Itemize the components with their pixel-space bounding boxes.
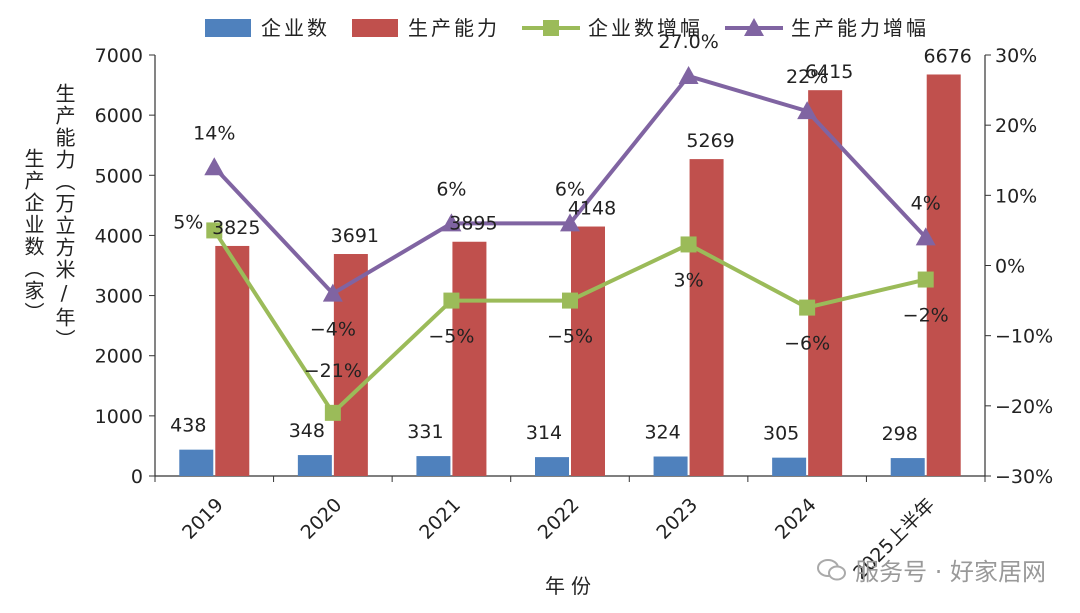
bar-enterprise-count: [416, 456, 451, 476]
x-tick-label: 2024: [771, 494, 821, 544]
legend-swatch: [205, 19, 251, 37]
y-right-tick-label: 10%: [995, 185, 1037, 207]
legend-label: 企业数: [261, 16, 330, 40]
marker-capacity-growth: [322, 283, 343, 302]
data-label-enterprise-count: 305: [763, 423, 799, 445]
data-label-capacity-growth: 27.0%: [658, 31, 718, 53]
bar-enterprise-count: [179, 449, 214, 476]
y-left-tick-label: 5000: [95, 165, 143, 187]
lines: [204, 66, 936, 421]
data-label-enterprise-count: 324: [644, 422, 680, 444]
legend-label: 企业数增幅: [588, 16, 703, 40]
bar-enterprise-count: [890, 458, 925, 476]
marker-capacity-growth: [204, 157, 225, 176]
y-right-tick-label: 0%: [995, 256, 1025, 278]
data-label-enterprise-growth: −5%: [547, 326, 593, 348]
marker-capacity-growth: [441, 213, 462, 232]
y-left-tick-label: 6000: [95, 105, 143, 127]
data-label-enterprise-count: 348: [289, 420, 325, 442]
legend: 企业数 生产能力 企业数增幅 生产能力增幅: [205, 16, 929, 40]
y-left-tick-label: 0: [131, 466, 143, 488]
marker-capacity-growth: [560, 213, 580, 232]
marker-enterprise-growth: [799, 299, 816, 316]
y-left-tick-label: 3000: [95, 286, 143, 308]
data-label-enterprise-count: 314: [526, 422, 562, 444]
x-tick-label: 2021: [415, 494, 465, 544]
bar-enterprise-count: [653, 456, 688, 476]
marker-enterprise-growth: [680, 236, 697, 253]
y-right-tick-label: −20%: [995, 396, 1053, 418]
data-label-enterprise-growth: −5%: [428, 326, 474, 348]
data-label-enterprise-count: 331: [407, 421, 443, 443]
watermark-text: 服务号 · 好家居网: [855, 558, 1046, 586]
x-tick-label: 2022: [534, 494, 584, 544]
data-label-capacity-growth: 6%: [555, 178, 585, 200]
data-label-capacity: 3825: [212, 217, 260, 239]
legend-marker: [543, 20, 559, 36]
marker-capacity-growth: [797, 101, 818, 120]
data-label-capacity-growth: 22%: [786, 66, 828, 88]
marker-enterprise-growth: [562, 292, 578, 309]
y-left-tick-label: 4000: [95, 225, 143, 247]
data-label-capacity: 5269: [686, 130, 734, 152]
bar-capacity: [452, 241, 487, 476]
legend-marker: [744, 18, 764, 36]
data-label-capacity: 4148: [568, 198, 616, 220]
data-label-enterprise-growth: −2%: [903, 305, 949, 327]
data-label-enterprise-count: 298: [882, 423, 918, 445]
wechat-icon: [817, 558, 847, 582]
data-label-enterprise-growth: −6%: [784, 333, 830, 355]
data-label-capacity-growth: −4%: [310, 319, 356, 341]
y-axis-label-outer: 生产企业数（家）: [21, 148, 45, 324]
marker-capacity-growth: [915, 227, 936, 246]
bar-enterprise-count: [535, 457, 569, 476]
y-left-tick-label: 7000: [95, 45, 143, 67]
data-label-capacity-growth: 6%: [436, 178, 466, 200]
legend-swatch: [352, 19, 398, 37]
bars: [179, 74, 961, 477]
bar-enterprise-count: [297, 455, 332, 476]
y-left-tick-label: 2000: [95, 346, 143, 368]
x-tick-label: 2019: [178, 494, 228, 544]
data-label-enterprise-growth: −21%: [304, 360, 362, 382]
y-right-tick-label: −10%: [995, 326, 1053, 348]
data-label-enterprise-growth: 5%: [173, 211, 203, 233]
bar-capacity: [571, 226, 605, 476]
x-tick-label: 2020: [297, 494, 347, 544]
marker-enterprise-growth: [443, 292, 460, 309]
y-left-tick-label: 1000: [95, 406, 143, 428]
bar-enterprise-count: [772, 457, 807, 476]
bar-capacity: [215, 245, 250, 476]
data-label-enterprise-growth: 3%: [673, 269, 703, 291]
y-right-tick-label: 30%: [995, 45, 1037, 67]
marker-enterprise-growth: [917, 271, 934, 288]
x-tick-label: 2023: [652, 494, 702, 544]
y-right-tick-label: −30%: [995, 466, 1053, 488]
data-label-capacity: 6415: [805, 61, 853, 83]
legend-label: 生产能力增幅: [791, 16, 929, 40]
bar-capacity: [808, 90, 843, 477]
y-right-tick-label: 20%: [995, 115, 1037, 137]
watermark: 服务号 · 好家居网: [817, 552, 1046, 587]
marker-enterprise-growth: [324, 404, 341, 421]
data-label-capacity-growth: 4%: [911, 192, 941, 214]
bar-capacity: [689, 159, 724, 476]
marker-capacity-growth: [678, 66, 699, 85]
y-axis-label-inner: 生产能力（万立方米/年）: [52, 83, 76, 351]
data-label-capacity-growth: 14%: [193, 122, 235, 144]
data-labels: 438 3825 348 3691 331 3895 314 4148 324 5269 305 64…: [170, 31, 972, 445]
marker-enterprise-growth: [206, 222, 223, 239]
legend-label: 生产能力: [408, 16, 500, 40]
data-label-enterprise-count: 438: [170, 415, 206, 437]
data-label-capacity: 3895: [449, 213, 497, 235]
x-axis-title: 年份: [545, 574, 597, 598]
data-label-capacity: 3691: [331, 225, 379, 247]
data-label-capacity: 6676: [924, 45, 972, 67]
